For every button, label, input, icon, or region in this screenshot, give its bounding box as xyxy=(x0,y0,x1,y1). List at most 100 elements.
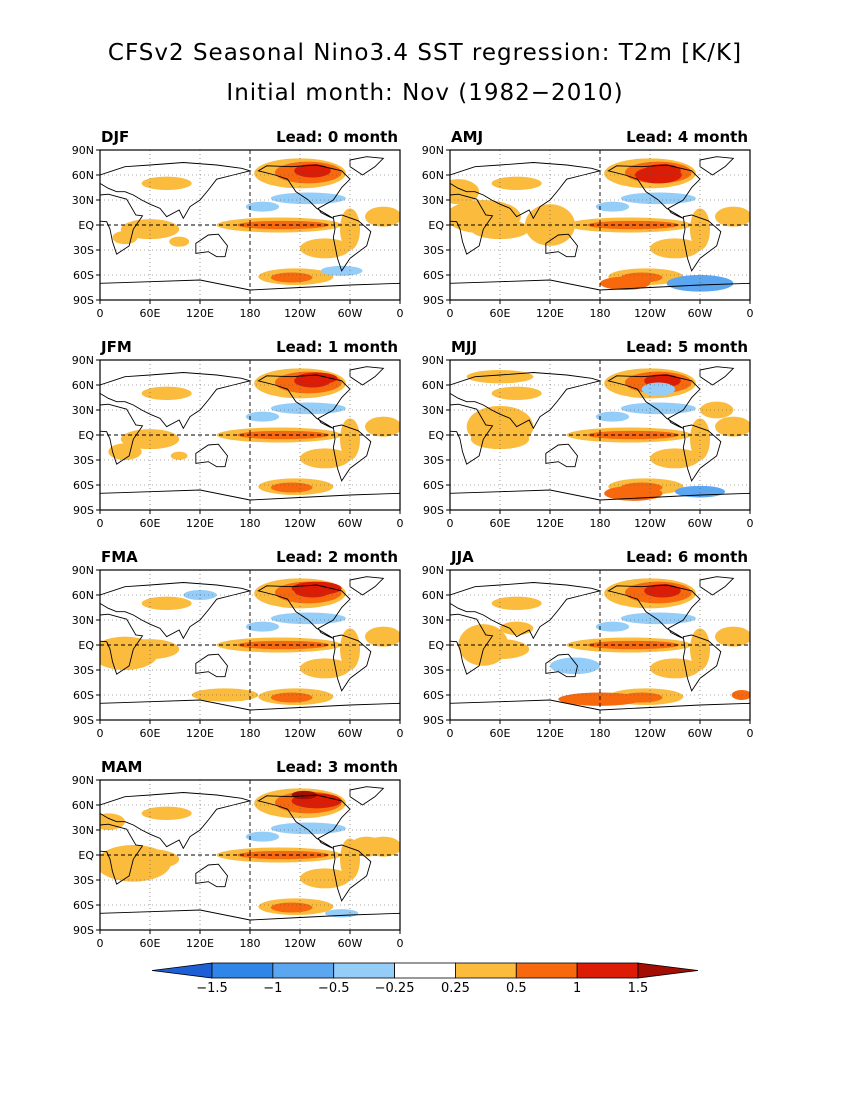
coastline xyxy=(257,164,351,219)
coastline xyxy=(545,233,578,258)
colorbar-label: 0.5 xyxy=(506,981,527,996)
colorbar-label: −0.25 xyxy=(375,981,415,996)
colorbar-label: −0.5 xyxy=(318,981,350,996)
lon-tick-label: 0 xyxy=(397,517,404,530)
coastline xyxy=(450,582,602,640)
colorbar-segment xyxy=(394,962,456,979)
lat-tick-label: 90S xyxy=(73,924,94,937)
lat-tick-label: 30S xyxy=(73,874,94,887)
anomaly-region xyxy=(620,192,696,205)
anomaly-region xyxy=(291,790,317,800)
lat-tick-label: 30S xyxy=(73,244,94,257)
lon-tick-label: 180 xyxy=(590,517,611,530)
lat-tick-label: 60N xyxy=(72,589,94,602)
figure-subtitle: Initial month: Nov (1982−2010) xyxy=(226,80,624,106)
coastline xyxy=(450,372,602,430)
anomaly-region xyxy=(270,192,346,205)
lon-tick-label: 120E xyxy=(186,937,214,950)
lat-tick-label: EQ xyxy=(428,429,444,442)
lat-tick-label: 90N xyxy=(422,354,444,367)
lon-tick-label: 120W xyxy=(634,727,666,740)
coastline xyxy=(100,193,144,255)
anomaly-region xyxy=(450,200,521,234)
lat-tick-label: 30S xyxy=(423,664,444,677)
lon-tick-label: 60E xyxy=(490,307,511,320)
coastline xyxy=(257,374,351,429)
anomaly-region xyxy=(245,201,280,212)
panel-lead-label: Lead: 1 month xyxy=(276,338,398,356)
lat-tick-label: 60S xyxy=(423,479,444,492)
lat-tick-label: EQ xyxy=(78,639,94,652)
anomaly-region xyxy=(141,176,192,190)
colorbar-segment xyxy=(455,962,517,979)
coastline xyxy=(100,279,400,300)
anomaly-region xyxy=(270,402,346,415)
lat-tick-label: 60N xyxy=(422,169,444,182)
anomaly-region xyxy=(300,238,350,259)
lon-tick-label: 60W xyxy=(338,307,363,320)
panel-season-label: JFM xyxy=(100,338,132,356)
colorbar-segment xyxy=(576,962,639,979)
anomaly-region xyxy=(595,411,630,422)
anomaly-region xyxy=(270,902,313,913)
anomaly-region xyxy=(491,386,542,401)
coastline xyxy=(195,653,228,678)
anomaly-field xyxy=(450,360,750,510)
lat-tick-label: 90S xyxy=(73,294,94,307)
lat-tick-label: 30S xyxy=(73,664,94,677)
coastline xyxy=(195,233,228,258)
lon-tick-label: 180 xyxy=(240,517,261,530)
lat-tick-label: 90S xyxy=(73,504,94,517)
panel-lead-label: Lead: 0 month xyxy=(276,128,398,146)
anomaly-region xyxy=(715,206,750,227)
coastline xyxy=(100,162,252,220)
anomaly-field xyxy=(450,570,750,720)
anomaly-region xyxy=(466,405,534,448)
lon-tick-label: 120W xyxy=(634,307,666,320)
lat-tick-label: 60S xyxy=(73,479,94,492)
lon-tick-label: 60W xyxy=(338,937,363,950)
anomaly-region xyxy=(715,626,750,647)
panel-lead-label: Lead: 4 month xyxy=(626,128,748,146)
coastline xyxy=(450,279,750,300)
lat-tick-label: 90S xyxy=(423,294,444,307)
anomaly-region xyxy=(700,401,734,419)
lon-tick-label: 0 xyxy=(397,937,404,950)
anomaly-region xyxy=(270,692,313,703)
lat-tick-label: 90S xyxy=(423,504,444,517)
lat-tick-label: 30N xyxy=(72,404,94,417)
lat-tick-label: 60S xyxy=(423,689,444,702)
lat-tick-label: 30N xyxy=(72,824,94,837)
colorbar-segment xyxy=(211,962,274,979)
anomaly-region xyxy=(666,275,734,292)
anomaly-region xyxy=(170,451,188,461)
lon-tick-label: 0 xyxy=(447,727,454,740)
lon-tick-label: 0 xyxy=(447,517,454,530)
anomaly-region xyxy=(245,831,280,842)
lat-tick-label: 90S xyxy=(73,714,94,727)
panel-season-label: JJA xyxy=(450,548,474,566)
anomaly-region xyxy=(650,448,700,469)
lat-tick-label: 30S xyxy=(423,244,444,257)
colorbar-label: −1 xyxy=(263,981,282,996)
coastline xyxy=(257,794,351,849)
anomaly-region xyxy=(715,416,750,437)
coastline xyxy=(607,374,701,429)
anomaly-region xyxy=(340,418,360,460)
anomaly-region xyxy=(644,584,681,598)
panel-lead-label: Lead: 6 month xyxy=(626,548,748,566)
anomaly-region xyxy=(300,868,350,889)
lon-tick-label: 120E xyxy=(186,517,214,530)
lon-tick-label: 120E xyxy=(186,727,214,740)
lon-tick-label: 60E xyxy=(140,517,161,530)
lat-tick-label: 60N xyxy=(72,799,94,812)
lat-tick-label: 30S xyxy=(73,454,94,467)
colorbar-label: 1.5 xyxy=(628,981,649,996)
anomaly-region xyxy=(365,626,400,647)
lon-tick-label: 180 xyxy=(590,727,611,740)
lat-tick-label: EQ xyxy=(78,849,94,862)
